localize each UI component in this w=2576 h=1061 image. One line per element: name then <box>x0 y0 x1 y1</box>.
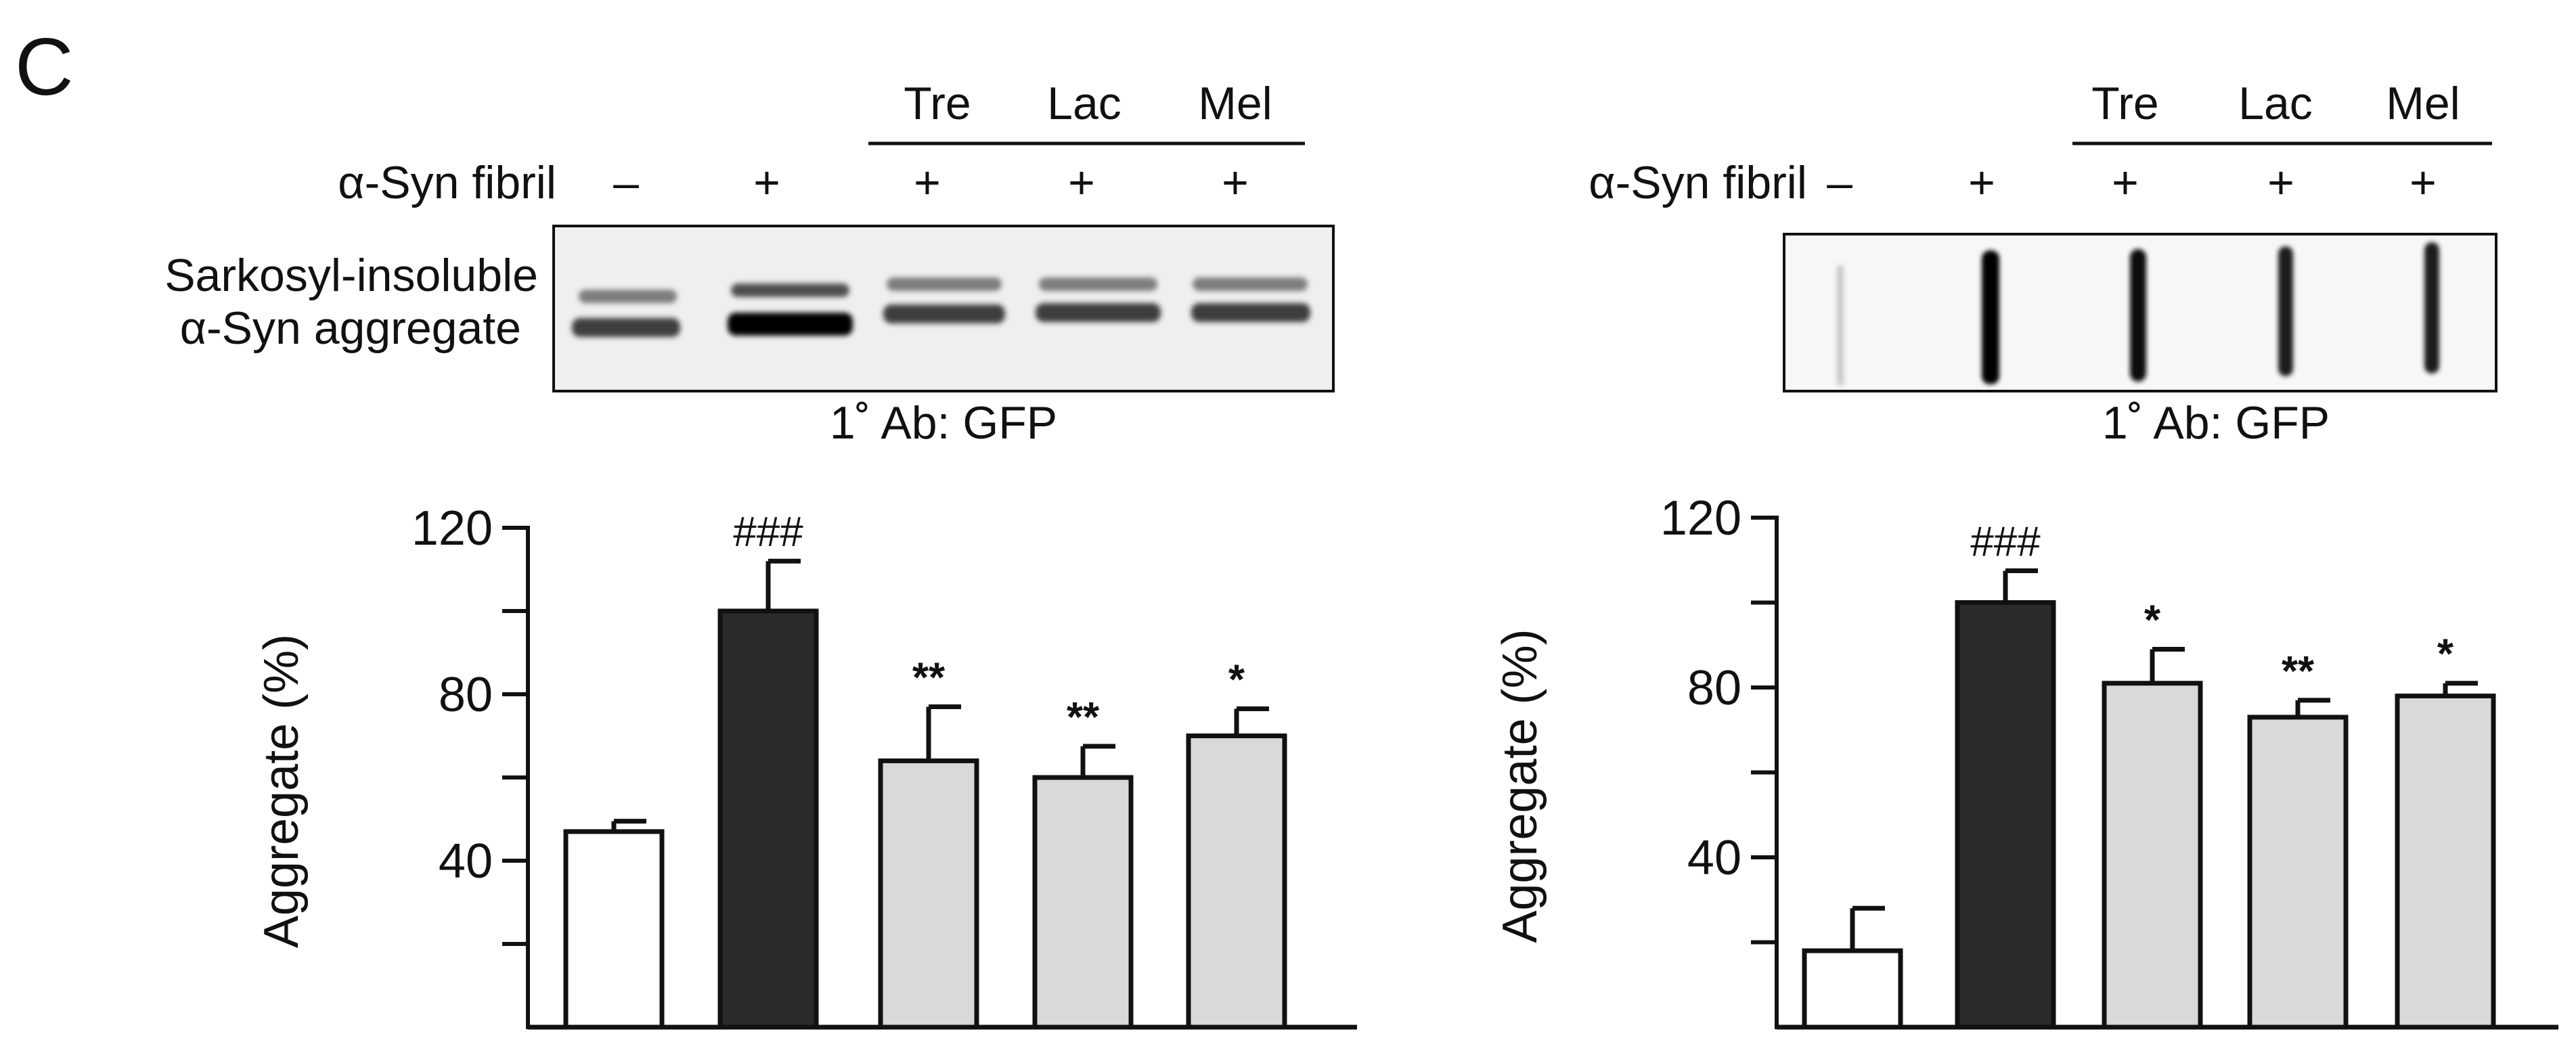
right-y-tick-label: 40 <box>1687 831 1741 885</box>
left-fibril-sign: + <box>1222 157 1249 208</box>
right-y-tick-label: 120 <box>1660 491 1741 545</box>
left-fibril-sign: + <box>914 157 941 208</box>
right-significance-label: ** <box>2282 648 2315 695</box>
right-y-axis-label: Aggregate (%) <box>1493 629 1547 943</box>
right-fibril-sign: + <box>2410 157 2437 208</box>
left-bar <box>1186 733 1287 1030</box>
right-treatment-mel: Mel <box>2386 78 2460 129</box>
left-bar <box>717 608 819 1030</box>
left-fibril-sign: – <box>613 157 639 208</box>
right-fibril-sign: + <box>1968 157 1995 208</box>
panel-letter: C <box>15 22 74 112</box>
left-fibril-sign: + <box>1068 157 1095 208</box>
left-fibril-label: α-Syn fibril <box>338 157 556 208</box>
right-fibril-label: α-Syn fibril <box>1589 157 1807 208</box>
left-y-tick-label: 40 <box>439 834 493 888</box>
left-treatment-tre: Tre <box>904 78 971 129</box>
left-header: Tre Lac Mel α-Syn fibril – + + + + Sarko… <box>164 78 1305 354</box>
left-antibody-label: 1˚ Ab: GFP <box>830 397 1057 449</box>
right-bar <box>1955 600 2056 1030</box>
right-antibody-label: 1˚ Ab: GFP <box>2102 397 2330 449</box>
right-y-tick-label: 80 <box>1687 661 1741 715</box>
right-treatment-lac: Lac <box>2238 78 2313 129</box>
left-significance-label: ### <box>733 509 803 556</box>
left-significance-label: ** <box>912 654 946 701</box>
left-y-tick-label: 80 <box>439 668 493 722</box>
left-significance-label: ** <box>1067 694 1100 741</box>
right-header: Tre Lac Mel α-Syn fibril – + + + + <box>1589 78 2492 208</box>
left-treatment-mel: Mel <box>1198 78 1272 129</box>
left-y-axis-label: Aggregate (%) <box>254 634 309 948</box>
left-bar <box>878 758 979 1030</box>
right-fibril-sign: + <box>2267 157 2294 208</box>
left-significance-label: * <box>1228 657 1245 704</box>
right-significance-label: * <box>2437 631 2454 678</box>
right-slot-blot <box>1783 233 2497 392</box>
right-treatment-tre: Tre <box>2091 78 2158 129</box>
right-bar <box>2102 681 2203 1030</box>
right-significance-label: ### <box>1970 518 2041 565</box>
left-y-tick-label: 120 <box>412 501 493 556</box>
left-fibril-sign: + <box>753 157 780 208</box>
right-bar <box>1802 948 1903 1030</box>
left-western-blot <box>552 225 1335 392</box>
right-significance-label: * <box>2144 597 2161 644</box>
right-bar <box>2395 694 2496 1030</box>
right-bar <box>2247 715 2349 1030</box>
left-treatment-lac: Lac <box>1047 78 1122 129</box>
left-bar <box>1032 775 1134 1030</box>
left-bar <box>563 829 665 1030</box>
right-fibril-sign: + <box>2112 157 2139 208</box>
blot-label-line2: α-Syn aggregate <box>180 302 521 354</box>
right-fibril-sign: – <box>1827 157 1852 208</box>
blot-label-line1: Sarkosyl-insoluble <box>164 250 538 301</box>
